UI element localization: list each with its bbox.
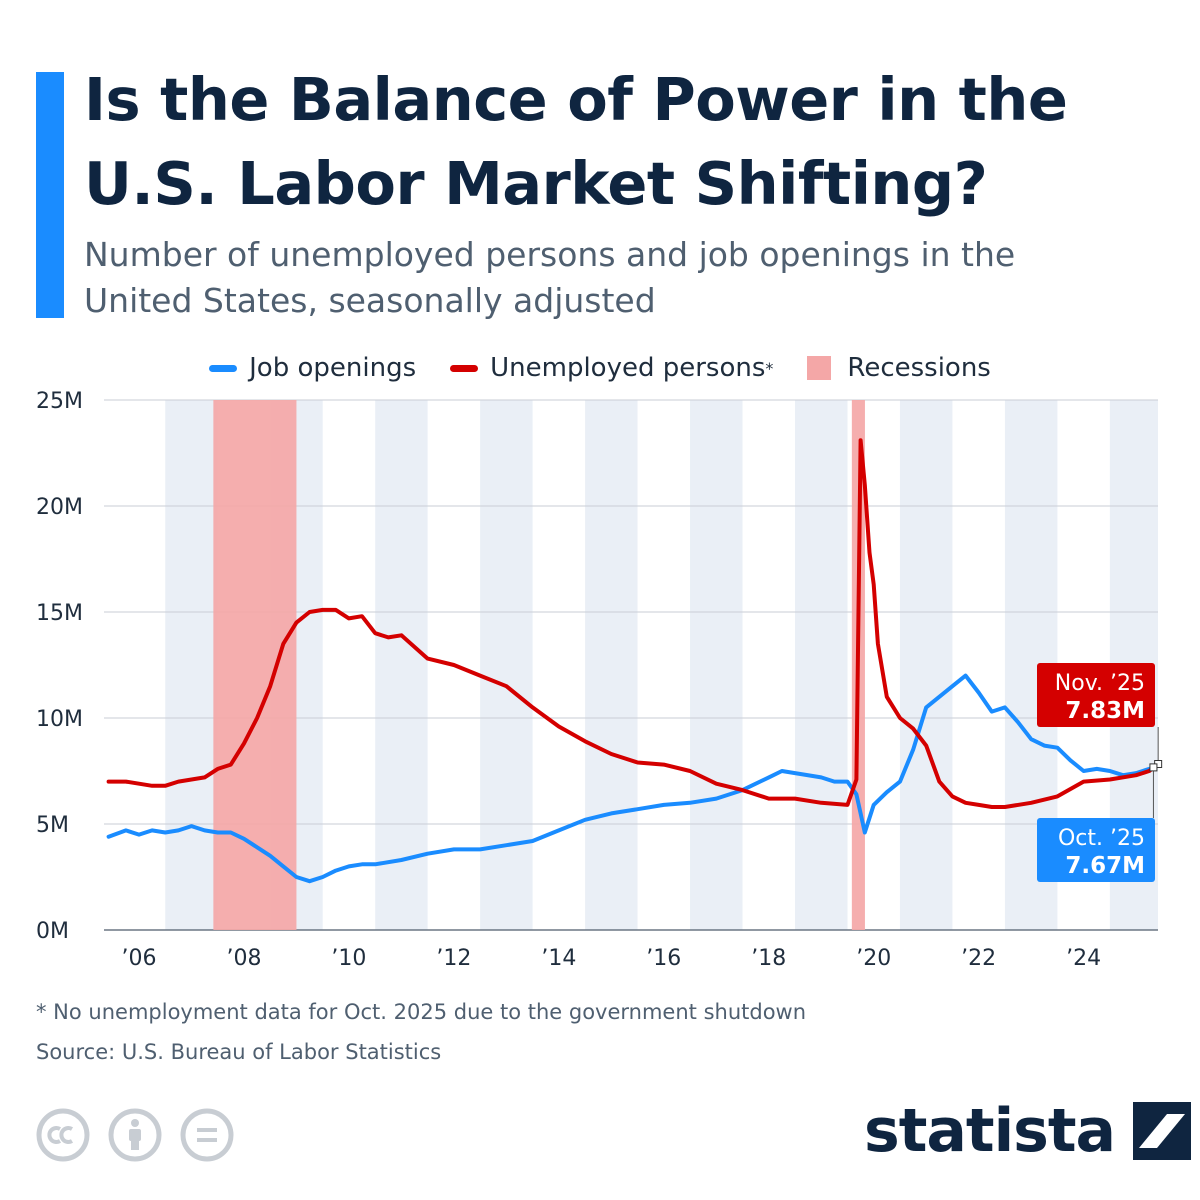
year-band-2017 — [690, 400, 743, 930]
brand-logo[interactable]: statista — [864, 1096, 1192, 1166]
oct-annotation-label: Oct. ’25 — [1058, 826, 1145, 851]
y-tick-label: 15M — [36, 601, 83, 626]
year-band-2021 — [899, 400, 953, 930]
legend-unemployed-marker — [450, 364, 479, 372]
year-band-2011 — [375, 400, 428, 930]
y-tick-label: 25M — [36, 389, 83, 414]
year-band-2007 — [165, 400, 218, 930]
x-tick-label: ’16 — [646, 946, 681, 971]
license-icons — [36, 1108, 252, 1162]
x-tick-label: ’24 — [1066, 946, 1101, 971]
job-openings-line[interactable] — [106, 673, 1156, 884]
legend-job-openings-label: Job openings — [249, 353, 417, 383]
no-derivatives-icon[interactable] — [180, 1108, 234, 1162]
nov-annotation-value: 7.83M — [1065, 698, 1145, 724]
unemployed-persons-line[interactable] — [106, 438, 1161, 809]
x-tick-label: ’22 — [961, 946, 996, 971]
line-chart: 0M 5M 10M 15M 20M 25M ’06 ’08 ’10 ’12 ’14 ’16 ’18 ’20… — [36, 389, 1163, 971]
legend-job-openings-marker — [209, 364, 238, 372]
y-tick-label: 5M — [36, 813, 69, 838]
x-tick-label: ’08 — [226, 946, 261, 971]
year-band-2019 — [794, 400, 848, 930]
legend-unemployed-asterisk: * — [765, 358, 774, 378]
x-tick-label: ’20 — [856, 946, 891, 971]
legend-item-recessions[interactable]: Recessions — [807, 353, 991, 383]
attribution-icon[interactable] — [108, 1108, 162, 1162]
x-tick-label: ’18 — [751, 946, 786, 971]
x-tick-label: ’14 — [541, 946, 576, 971]
nov-annotation-box — [1037, 663, 1155, 727]
oct-endpoint-marker[interactable] — [1149, 763, 1158, 772]
legend-item-unemployed[interactable]: Unemployed persons * — [450, 353, 773, 383]
series-lines — [106, 438, 1161, 884]
year-bands — [165, 400, 1158, 930]
footnote: * No unemployment data for Oct. 2025 due… — [36, 1000, 807, 1024]
legend-unemployed-label: Unemployed persons — [490, 353, 766, 383]
oct-annotation-value: 7.67M — [1065, 853, 1145, 879]
oct-annotation-box — [1037, 818, 1155, 882]
creative-commons-icon[interactable] — [36, 1108, 90, 1162]
x-tick-label: ’06 — [122, 946, 157, 971]
statista-logo-icon — [1133, 1102, 1192, 1160]
title-accent-bar — [36, 72, 64, 318]
y-tick-label: 20M — [36, 495, 83, 520]
brand-wordmark: statista — [864, 1096, 1116, 1166]
x-tick-label: ’12 — [436, 946, 471, 971]
legend-item-job-openings[interactable]: Job openings — [209, 353, 416, 383]
recession-bands — [213, 400, 865, 930]
year-band-2015 — [585, 400, 638, 930]
legend-recessions-swatch — [807, 356, 832, 380]
year-band-2013 — [480, 400, 533, 930]
source-note: Source: U.S. Bureau of Labor Statistics — [36, 1040, 442, 1064]
x-tick-label: ’10 — [331, 946, 366, 971]
chart-title: Is the Balance of Power in the U.S. Labo… — [84, 65, 1068, 218]
axis-ticks: 0M 5M 10M 15M 20M 25M ’06 ’08 ’10 ’12 ’14 ’16 ’18 ’20… — [36, 389, 1101, 971]
end-annotations: Nov. ’257.83M Oct. ’257.67M — [1037, 663, 1163, 882]
chart-legend: Job openings Unemployed persons * Recessi… — [0, 348, 1200, 388]
chart-subtitle: Number of unemployed persons and job ope… — [84, 235, 1016, 320]
y-tick-label: 10M — [36, 707, 83, 732]
legend-recessions-label: Recessions — [847, 353, 991, 383]
recession-band-1 — [213, 400, 297, 930]
nov-annotation-label: Nov. ’25 — [1055, 671, 1145, 696]
y-tick-label: 0M — [36, 919, 69, 944]
